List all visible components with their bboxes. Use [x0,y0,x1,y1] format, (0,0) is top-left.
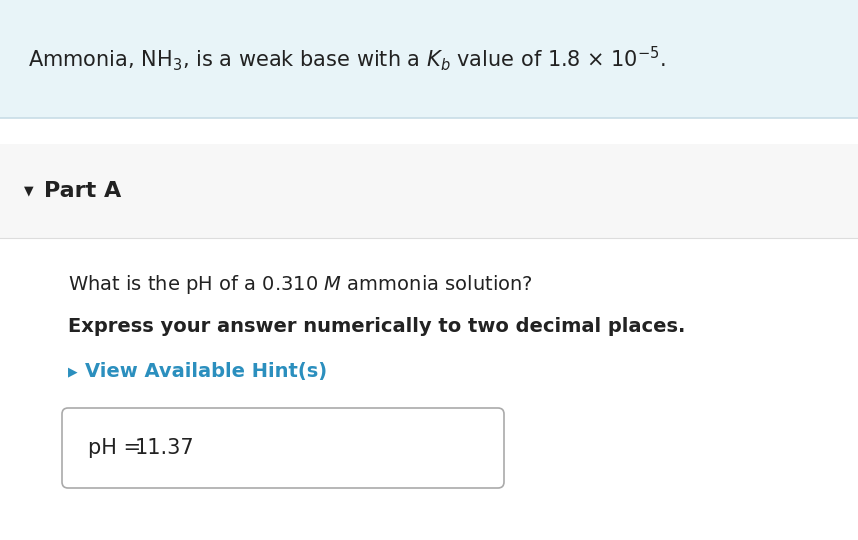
Text: View Available Hint(s): View Available Hint(s) [85,362,327,381]
Text: 11.37: 11.37 [135,438,195,458]
Text: Express your answer numerically to two decimal places.: Express your answer numerically to two d… [68,318,686,336]
Text: pH =: pH = [88,438,148,458]
FancyBboxPatch shape [62,408,504,488]
Text: Part A: Part A [44,181,121,201]
Bar [0,144,858,238]
Text: ▼: ▼ [24,185,33,198]
Text: What is the pH of a 0.310 $M$ ammonia solution?: What is the pH of a 0.310 $M$ ammonia so… [68,273,533,296]
Text: ▶: ▶ [68,366,77,379]
Bar [0,0,858,118]
Text: Ammonia, $\mathrm{NH_3}$, is a weak base with a $K_b$ value of 1.8 $\times$ 10$^: Ammonia, $\mathrm{NH_3}$, is a weak base… [28,45,666,73]
